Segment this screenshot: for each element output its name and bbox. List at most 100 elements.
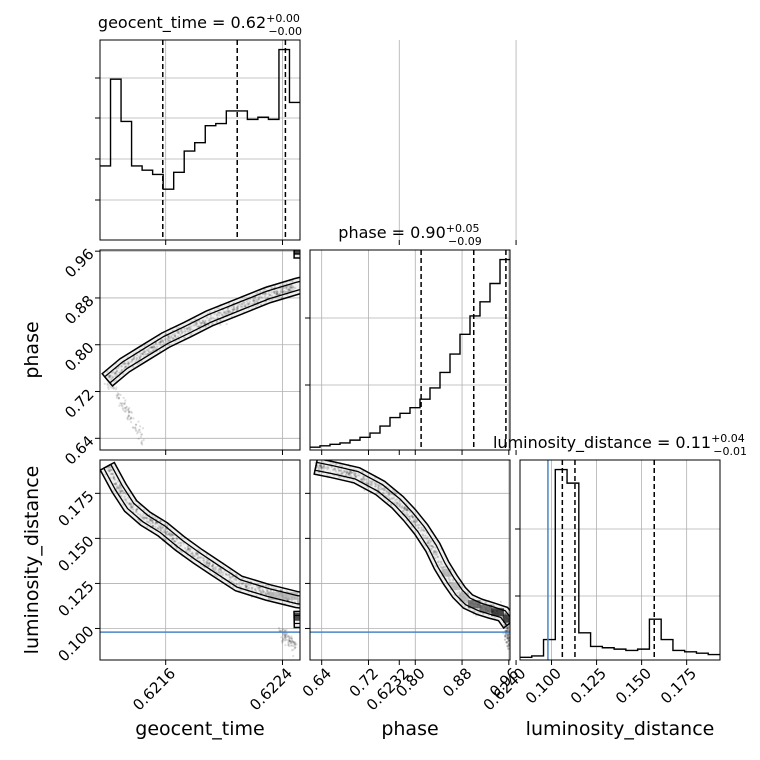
sample-point [241,302,244,305]
sample-point [365,481,369,484]
sample-point [420,526,423,529]
sample-point [147,348,150,351]
sample-point [281,296,284,299]
sample-point [128,503,131,506]
sample-point [484,601,487,604]
sample-point [284,290,287,293]
sample-point [403,507,407,510]
sample-point [121,492,125,495]
sample-point [285,632,288,635]
sample-point [123,495,126,498]
sample-point [434,553,437,556]
sample-point [346,469,349,472]
sample-point [119,490,122,493]
sample-point [244,584,247,587]
sample-point [187,548,190,551]
density-cell [450,582,461,591]
sample-point [221,573,224,577]
sample-point [209,314,212,317]
sample-point [390,504,393,507]
sample-point [354,472,357,475]
sample-point [252,298,255,302]
sample-point [130,360,134,363]
sample-point [193,555,196,558]
sample-point [215,320,218,323]
sample-point [426,537,429,540]
sample-point [362,475,365,478]
sample-point [406,509,409,512]
title-lower-error: −0.00 [268,25,302,38]
sample-point [163,529,167,533]
sample-point [172,537,175,540]
sample-point [167,335,170,338]
sample-point [252,299,255,302]
sample-point [507,636,510,639]
sample-point [148,521,151,524]
sample-point [434,549,437,552]
sample-point [204,325,207,328]
sample-point [370,483,373,486]
sample-point [108,375,111,378]
sample-point [403,506,406,509]
sample-point [208,562,211,565]
sample-point [256,587,259,590]
sample-point [507,639,510,642]
sample-point [265,292,268,295]
sample-point [507,637,510,640]
sample-point [103,382,106,385]
sample-point [120,365,123,368]
sample-point [180,544,183,547]
sample-point [125,365,128,368]
sample-point [115,394,118,397]
sample-point [259,591,263,594]
sample-point [440,560,443,563]
sample-point [130,504,133,507]
sample-point [427,541,430,544]
sample-point [190,325,193,328]
sample-point [360,478,363,481]
sample-point [368,482,371,485]
sample-point [282,639,285,643]
sample-point [428,544,431,547]
sample-point [413,521,416,524]
sample-point [124,365,128,368]
x-axis-label-luminosity_distance: luminosity_distance [526,718,715,740]
sample-point [197,548,200,552]
sample-point [261,590,264,593]
sample-point [231,581,234,584]
sample-point [127,360,130,364]
sample-point [145,353,148,356]
sample-point [114,372,117,375]
sample-point [134,509,137,512]
sample-point [506,636,509,639]
sample-point [258,588,261,592]
sample-point [320,465,323,468]
sample-point [135,357,138,360]
sample-point [349,470,352,473]
sample-point [224,573,227,576]
sample-point [186,547,190,550]
sample-point [180,331,183,335]
sample-point [321,466,324,470]
sample-point [110,468,113,472]
sample-point [126,501,129,504]
sample-point [230,580,233,583]
sample-point [196,554,199,557]
sample-point [151,519,154,522]
sample-point [142,351,145,354]
sample-point [253,296,256,299]
sample-point [218,570,221,573]
sample-point [266,589,269,592]
sample-point [141,516,144,519]
sample-point [382,492,385,495]
sample-point [176,331,179,334]
sample-point [192,324,195,327]
sample-point [241,305,244,308]
sample-point [128,418,131,421]
sample-point [282,638,285,641]
sample-point [174,336,177,339]
sample-point [140,441,143,444]
sample-point [287,638,290,642]
sample-point [159,340,162,343]
sample-point [319,467,322,470]
